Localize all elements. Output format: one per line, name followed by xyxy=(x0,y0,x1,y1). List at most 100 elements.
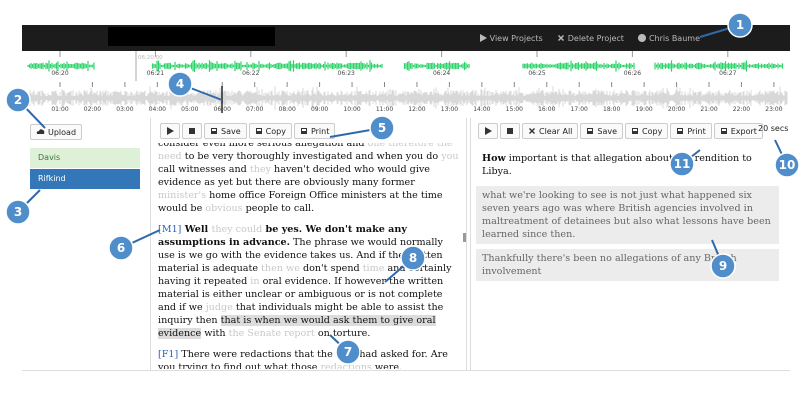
full-time: 19:00 xyxy=(635,106,652,113)
word-run: that individuals might be able to assist… xyxy=(158,302,444,326)
full-time: 09:00 xyxy=(311,106,328,113)
full-time: 22:00 xyxy=(733,106,750,113)
toolbar-button[interactable]: Save xyxy=(580,123,624,139)
word-run: important is that allegation about the r… xyxy=(482,153,752,177)
clip[interactable]: what we're looking to see is not just wh… xyxy=(476,186,779,244)
clip[interactable]: Thankfully there's been no allegations o… xyxy=(476,249,779,281)
icon xyxy=(632,128,639,134)
button-label: Save xyxy=(221,126,241,136)
full-time: 20:00 xyxy=(668,106,685,113)
full-time: 21:00 xyxy=(700,106,717,113)
transport-button[interactable] xyxy=(478,123,498,139)
icon xyxy=(637,34,646,42)
bottom-rule xyxy=(22,370,790,371)
word-run: they xyxy=(249,164,271,175)
full-time: 16:00 xyxy=(538,106,555,113)
full-time: 08:00 xyxy=(279,106,296,113)
icon-shape xyxy=(255,128,262,134)
toolbar-button[interactable]: Clear All xyxy=(522,123,579,139)
icon xyxy=(557,35,564,41)
icon xyxy=(255,128,262,134)
word-run: consider even more serious allegation an… xyxy=(158,143,368,149)
word-run: then we xyxy=(261,263,300,274)
full-time: 04:00 xyxy=(149,106,166,113)
word-run: redactions xyxy=(320,362,372,369)
callout-number: 6 xyxy=(117,241,125,255)
icon-shape xyxy=(529,128,535,134)
toolbar-button[interactable]: Copy xyxy=(625,123,669,139)
transport-button[interactable] xyxy=(182,123,202,139)
transport-button[interactable] xyxy=(160,123,180,139)
word-run: oral evidence. If however the written ma… xyxy=(158,276,444,313)
toolbar-button[interactable]: Copy xyxy=(248,123,292,139)
callout-number: 2 xyxy=(14,93,22,107)
button-label: Print xyxy=(687,126,706,136)
full-time: 10:00 xyxy=(343,106,360,113)
scrollbar[interactable] xyxy=(463,233,466,242)
icon xyxy=(529,128,535,134)
icon xyxy=(587,128,594,134)
overview-wave xyxy=(27,60,784,72)
icon-shape xyxy=(167,127,174,135)
toolbar-button[interactable]: Export xyxy=(713,123,763,139)
recording-item[interactable]: Rifkind xyxy=(30,169,140,189)
icon xyxy=(485,127,492,135)
word-run: be yes. We don't make any assumptions in… xyxy=(158,224,407,248)
paragraph: [M1] Well they could be yes. We don't ma… xyxy=(158,223,460,340)
overview-time: 06:23 xyxy=(338,70,355,77)
recording-list: Davis Rifkind xyxy=(30,148,140,190)
nav-item[interactable]: View Projects xyxy=(479,34,543,43)
full-time: 15:00 xyxy=(506,106,523,113)
word-run: to be very thoroughly investigated and w… xyxy=(181,151,442,162)
nav-label: Delete Project xyxy=(567,33,624,43)
word-run: Well xyxy=(181,224,212,235)
icon xyxy=(677,128,684,134)
transcript-toolbar: Save Copy Print xyxy=(160,123,336,139)
nav-label: Chris Baume xyxy=(648,33,700,43)
recording-item[interactable]: Davis xyxy=(30,148,140,168)
full-time: 12:00 xyxy=(408,106,425,113)
icon xyxy=(300,128,307,134)
icon xyxy=(167,127,174,135)
icon-shape xyxy=(677,128,684,134)
waveform[interactable]: 06:20 06:21 06:22 06:23 06:24 06:25 06:26 06:27… xyxy=(22,51,790,119)
button-label: Copy xyxy=(642,126,663,136)
overview-time: 06:22 xyxy=(242,70,259,77)
upload-label: Upload xyxy=(48,127,77,137)
full-time: 01:00 xyxy=(51,106,68,113)
callout-badge xyxy=(108,235,134,261)
icon xyxy=(720,128,727,134)
redacted-title xyxy=(108,27,275,46)
button-label: Print xyxy=(310,126,330,136)
full-time: 18:00 xyxy=(603,106,620,113)
paragraph: [F1] There were redactions that the U.K.… xyxy=(158,348,460,369)
upload-button[interactable]: Upload xyxy=(30,124,83,140)
overview-time: 06:20 xyxy=(51,70,68,77)
full-time: 11:00 xyxy=(376,106,393,113)
button-label: Copy xyxy=(265,126,286,136)
icon xyxy=(211,128,217,134)
overview-time: 06:25 xyxy=(528,70,545,77)
toolbar-button[interactable]: Print xyxy=(670,123,712,139)
edit-panel xyxy=(470,118,790,370)
icon-shape xyxy=(637,34,646,42)
word-run: call witnesses and xyxy=(158,164,250,175)
callout-badge xyxy=(5,199,31,225)
icon-shape xyxy=(211,128,217,134)
word-run: minister's xyxy=(158,190,207,201)
toolbar-button[interactable]: Save xyxy=(204,123,247,139)
icon-shape xyxy=(587,128,594,134)
transport-button[interactable] xyxy=(500,123,520,139)
word-run: home office Foreign Office ministers at … xyxy=(158,190,443,214)
word-run: were. xyxy=(371,362,403,369)
nav-item[interactable]: Chris Baume xyxy=(637,33,700,43)
overview-time: 06:27 xyxy=(719,70,736,77)
nav-item[interactable]: Delete Project xyxy=(557,34,624,43)
overview-time: 06:26 xyxy=(624,70,641,77)
word-run: time xyxy=(362,263,385,274)
word-run: [M1] xyxy=(158,224,182,235)
full-time: 03:00 xyxy=(116,106,133,113)
toolbar-button[interactable]: Print xyxy=(293,123,336,139)
transcript-scroll[interactable]: consider even more serious allegation an… xyxy=(158,143,460,369)
